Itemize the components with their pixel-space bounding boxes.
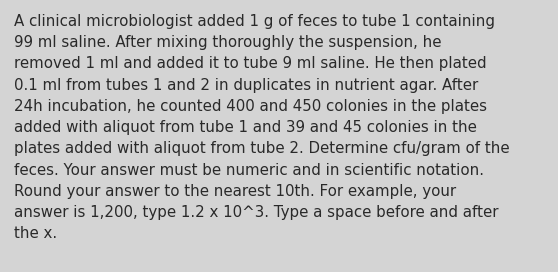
- Text: A clinical microbiologist added 1 g of feces to tube 1 containing
99 ml saline. : A clinical microbiologist added 1 g of f…: [14, 14, 509, 242]
